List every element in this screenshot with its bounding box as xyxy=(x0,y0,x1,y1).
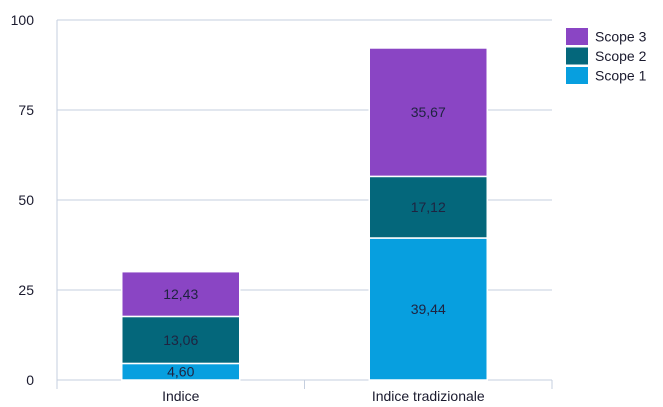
y-tick-label: 0 xyxy=(26,372,34,388)
bars xyxy=(121,47,488,381)
data-label: 35,67 xyxy=(411,104,446,120)
x-tick-label: Indice tradizionale xyxy=(372,388,485,404)
bar-scope-1-1 xyxy=(368,237,488,381)
data-label: 12,43 xyxy=(163,286,198,302)
y-tick-label: 50 xyxy=(18,192,34,208)
legend-swatch-scope-2 xyxy=(566,47,588,65)
data-label: 13,06 xyxy=(163,332,198,348)
y-tick-label: 75 xyxy=(18,102,34,118)
data-labels: 4,60 13,06 12,43 39,44 17,12 35,67 xyxy=(163,104,446,380)
legend-swatch-scope-1 xyxy=(566,67,588,84)
legend-label: Scope 1 xyxy=(595,68,647,84)
x-tick-label: Indice xyxy=(162,388,200,404)
legend-label: Scope 3 xyxy=(595,29,647,45)
data-label: 39,44 xyxy=(411,301,446,317)
data-label: 4,60 xyxy=(167,364,194,380)
legend: Scope 3 Scope 2 Scope 1 xyxy=(566,28,647,84)
bar-scope-2-1 xyxy=(368,175,488,239)
y-tick-label: 25 xyxy=(18,282,34,298)
legend-label: Scope 2 xyxy=(595,48,647,64)
y-tick-label: 100 xyxy=(11,12,35,28)
bar-scope-3-1 xyxy=(368,47,488,178)
data-label: 17,12 xyxy=(411,199,446,215)
bar-scope-3-0 xyxy=(121,270,241,318)
legend-swatch-scope-3 xyxy=(566,28,588,45)
